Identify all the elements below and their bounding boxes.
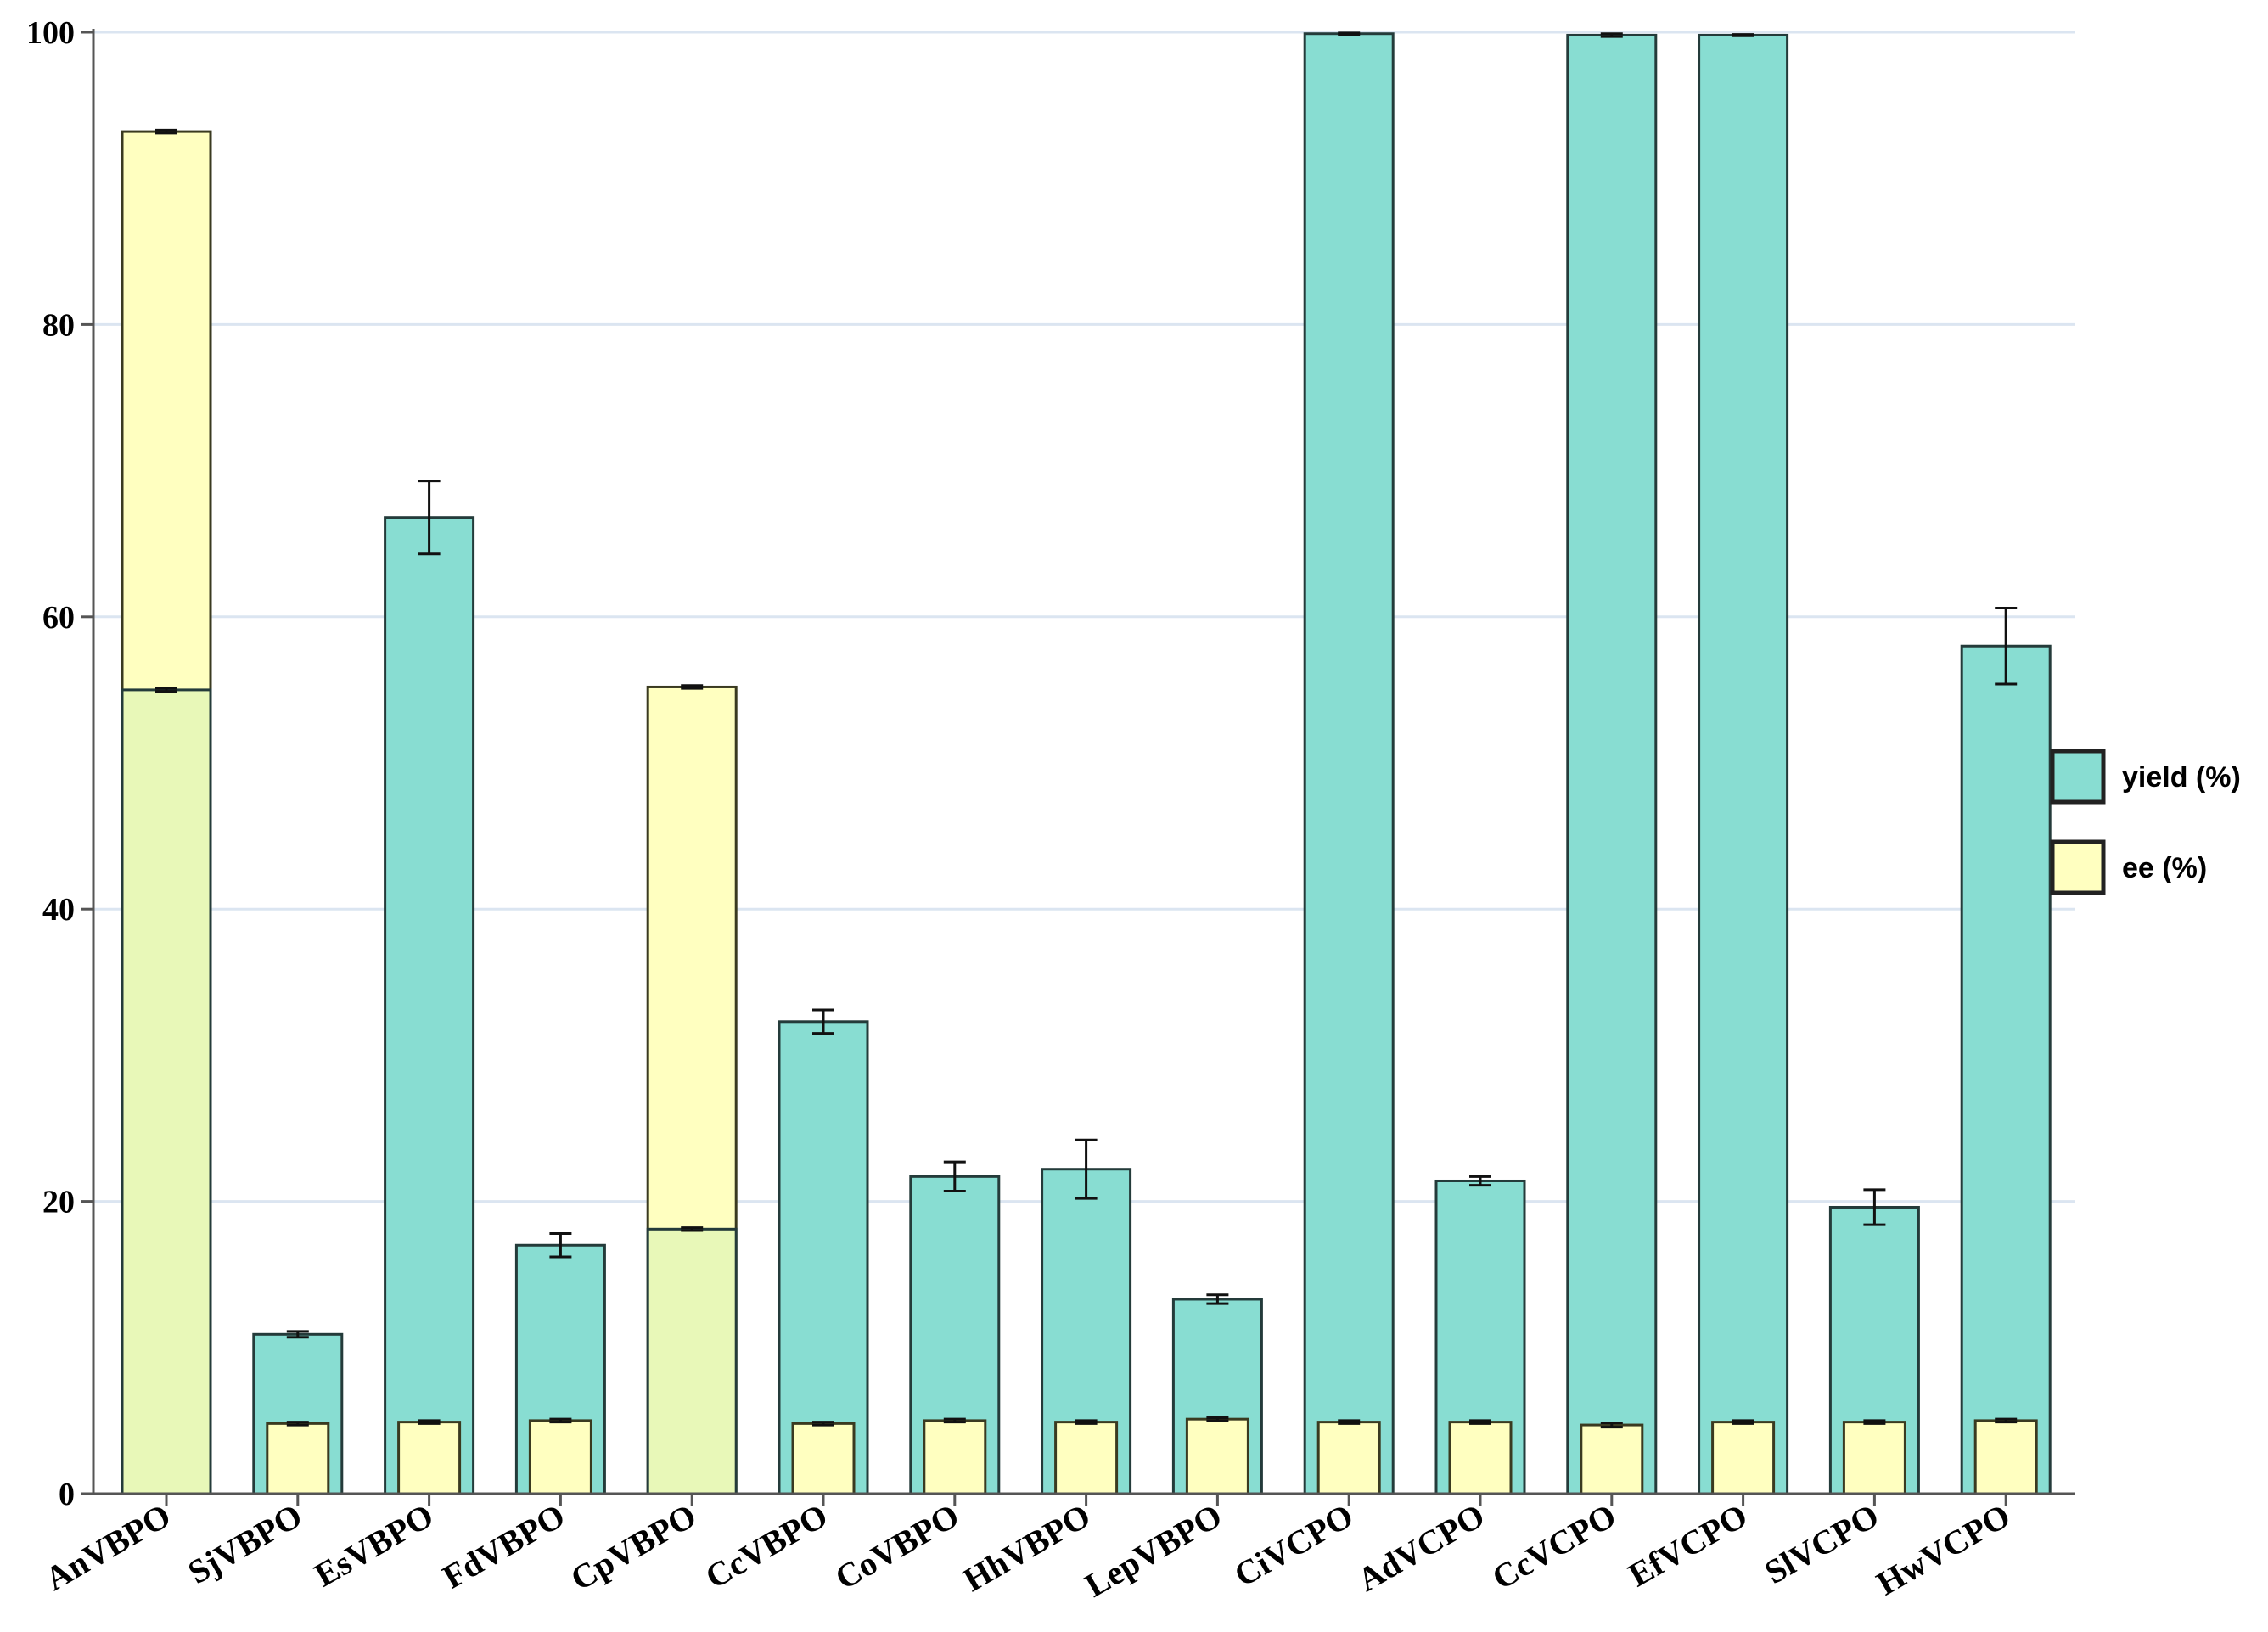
bar-ee bbox=[1316, 1421, 1381, 1495]
x-tick-label: CiVCPO bbox=[1227, 1496, 1359, 1595]
y-tick-label: 0 bbox=[59, 1477, 75, 1512]
bar-yield bbox=[646, 1227, 738, 1495]
x-tick-label: FdVBPO bbox=[436, 1496, 571, 1596]
error-bar-yield bbox=[1469, 1175, 1491, 1187]
bar-ee bbox=[1973, 1419, 2038, 1495]
bar-ee bbox=[791, 1422, 856, 1495]
x-tick-label: EfVCPO bbox=[1622, 1496, 1754, 1595]
error-bar-ee bbox=[1338, 1419, 1361, 1425]
legend-item-yield: yield (%) bbox=[2050, 749, 2241, 805]
x-tick-label: HwVCPO bbox=[1870, 1496, 2017, 1603]
bar-ee bbox=[1185, 1417, 1249, 1495]
bar-ee bbox=[923, 1419, 987, 1495]
error-bar-ee bbox=[1206, 1416, 1229, 1422]
bar-ee bbox=[397, 1421, 462, 1495]
tick-labels-layer: 0 20 40 60 80 100 bbox=[26, 15, 75, 1512]
error-bar-yield bbox=[1206, 1293, 1229, 1305]
error-bar-ee bbox=[1732, 1419, 1754, 1425]
y-tick-label: 60 bbox=[42, 600, 75, 636]
error-bars-layer bbox=[155, 31, 2018, 1429]
x-tick-label: CcVCPO bbox=[1485, 1496, 1622, 1597]
error-bar-ee bbox=[155, 128, 177, 135]
legend: yield (%) ee (%) bbox=[2050, 749, 2241, 895]
error-bar-yield bbox=[812, 1008, 834, 1035]
x-tick-label: SjVBPO bbox=[182, 1496, 309, 1591]
bar-ee bbox=[266, 1422, 330, 1495]
bar-yield bbox=[1566, 33, 1658, 1495]
x-tick-label: SlVCPO bbox=[1758, 1496, 1885, 1591]
bar-ee bbox=[1842, 1421, 1906, 1495]
bars-layer bbox=[121, 32, 2052, 1495]
error-bar-ee bbox=[812, 1421, 834, 1427]
error-bar-yield bbox=[943, 1160, 966, 1193]
error-bar-yield bbox=[1075, 1138, 1098, 1200]
error-bar-ee bbox=[1600, 1421, 1623, 1429]
error-bar-yield bbox=[1732, 33, 1754, 37]
bar-yield bbox=[1960, 644, 2052, 1495]
legend-item-ee: ee (%) bbox=[2050, 839, 2207, 895]
legend-swatch bbox=[2050, 749, 2106, 805]
bar-ee bbox=[528, 1419, 592, 1495]
bar-ee bbox=[1711, 1421, 1776, 1495]
error-bar-ee bbox=[549, 1417, 572, 1424]
error-bar-ee bbox=[1075, 1419, 1098, 1425]
error-bar-ee bbox=[418, 1419, 441, 1425]
error-bar-yield bbox=[1338, 31, 1361, 36]
x-tick-label: HhVBPO bbox=[957, 1496, 1097, 1599]
x-tick-label: CpVBPO bbox=[564, 1496, 703, 1598]
x-tick-label: CcVBPO bbox=[699, 1496, 834, 1596]
error-bar-yield bbox=[155, 687, 177, 693]
error-bar-ee bbox=[1469, 1419, 1491, 1425]
x-tick-label: EsVBPO bbox=[308, 1496, 440, 1595]
error-bar-ee bbox=[943, 1417, 966, 1424]
x-tick-label: CoVBPO bbox=[828, 1496, 965, 1597]
bar-yield bbox=[1303, 32, 1395, 1495]
error-bar-ee bbox=[286, 1421, 309, 1427]
legend-swatch bbox=[2050, 839, 2106, 895]
category-labels-layer: AnVBPO SjVBPO EsVBPOFdVBPOCpVBPOCcVBPOCoVB… bbox=[38, 1496, 2016, 1605]
bar-ee bbox=[1580, 1423, 1644, 1495]
error-bar-yield bbox=[1863, 1188, 1886, 1226]
error-bar-ee bbox=[1995, 1417, 2018, 1424]
error-bar-yield bbox=[1600, 32, 1623, 38]
error-bar-yield bbox=[286, 1330, 309, 1339]
bar-ee bbox=[1448, 1421, 1513, 1495]
bar-yield bbox=[1698, 33, 1789, 1495]
bar-yield bbox=[121, 688, 212, 1495]
error-bar-yield bbox=[549, 1231, 572, 1259]
legend-label: yield (%) bbox=[2122, 761, 2241, 794]
axes-layer bbox=[81, 29, 2075, 1506]
error-bar-yield bbox=[418, 480, 441, 556]
x-tick-label: AdVCPO bbox=[1351, 1496, 1491, 1599]
x-tick-label: LepVBPO bbox=[1078, 1496, 1227, 1605]
y-tick-label: 80 bbox=[42, 307, 75, 343]
error-bar-yield bbox=[681, 1226, 704, 1232]
legend-label: ee (%) bbox=[2122, 852, 2207, 884]
y-tick-label: 100 bbox=[26, 15, 75, 51]
y-tick-label: 20 bbox=[42, 1185, 75, 1220]
y-tick-label: 40 bbox=[42, 892, 75, 928]
error-bar-ee bbox=[681, 684, 704, 690]
error-bar-ee bbox=[1863, 1419, 1886, 1425]
error-bar-yield bbox=[1995, 606, 2018, 686]
bar-ee bbox=[1054, 1421, 1119, 1495]
bar-yield bbox=[384, 516, 475, 1495]
